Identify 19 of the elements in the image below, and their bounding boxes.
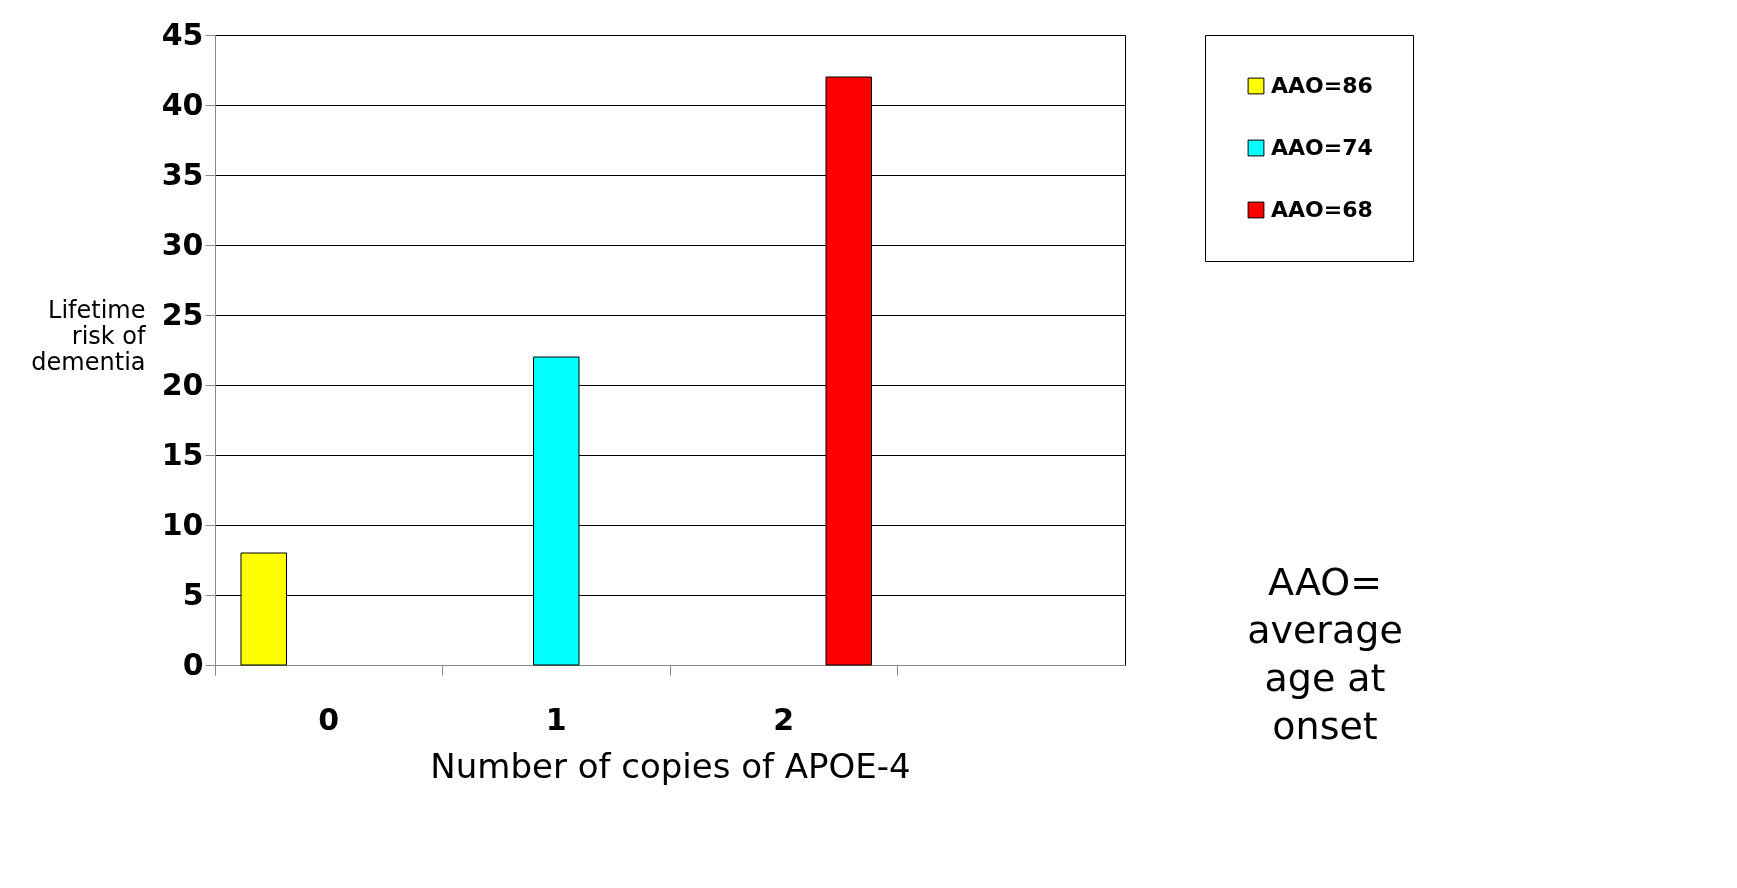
y-axis-title: Lifetime risk of dementia — [31, 295, 147, 376]
legend-label: AAO=74 — [1271, 135, 1373, 160]
y-tick-label: 40 — [161, 86, 204, 122]
y-tick-label: 15 — [161, 436, 204, 472]
y-tick-label: 20 — [161, 366, 204, 402]
legend-label: AAO=86 — [1271, 73, 1373, 98]
y-tick-label: 25 — [161, 296, 204, 332]
y-tick-label: 45 — [161, 16, 204, 52]
x-tick-label: 2 — [773, 701, 795, 737]
y-tick-label: 0 — [182, 646, 204, 682]
y-tick-label: 30 — [161, 226, 204, 262]
y-tick-label: 10 — [161, 506, 204, 542]
x-axis-title: Number of copies of APOE-4 — [430, 745, 911, 786]
x-tick-label: 0 — [318, 701, 340, 737]
x-tick-label: 1 — [545, 701, 567, 737]
y-tick-label: 35 — [161, 156, 204, 192]
y-tick-label: 5 — [182, 576, 204, 612]
legend-label: AAO=68 — [1271, 197, 1373, 222]
text: AAO= average age at onset — [1247, 560, 1403, 748]
